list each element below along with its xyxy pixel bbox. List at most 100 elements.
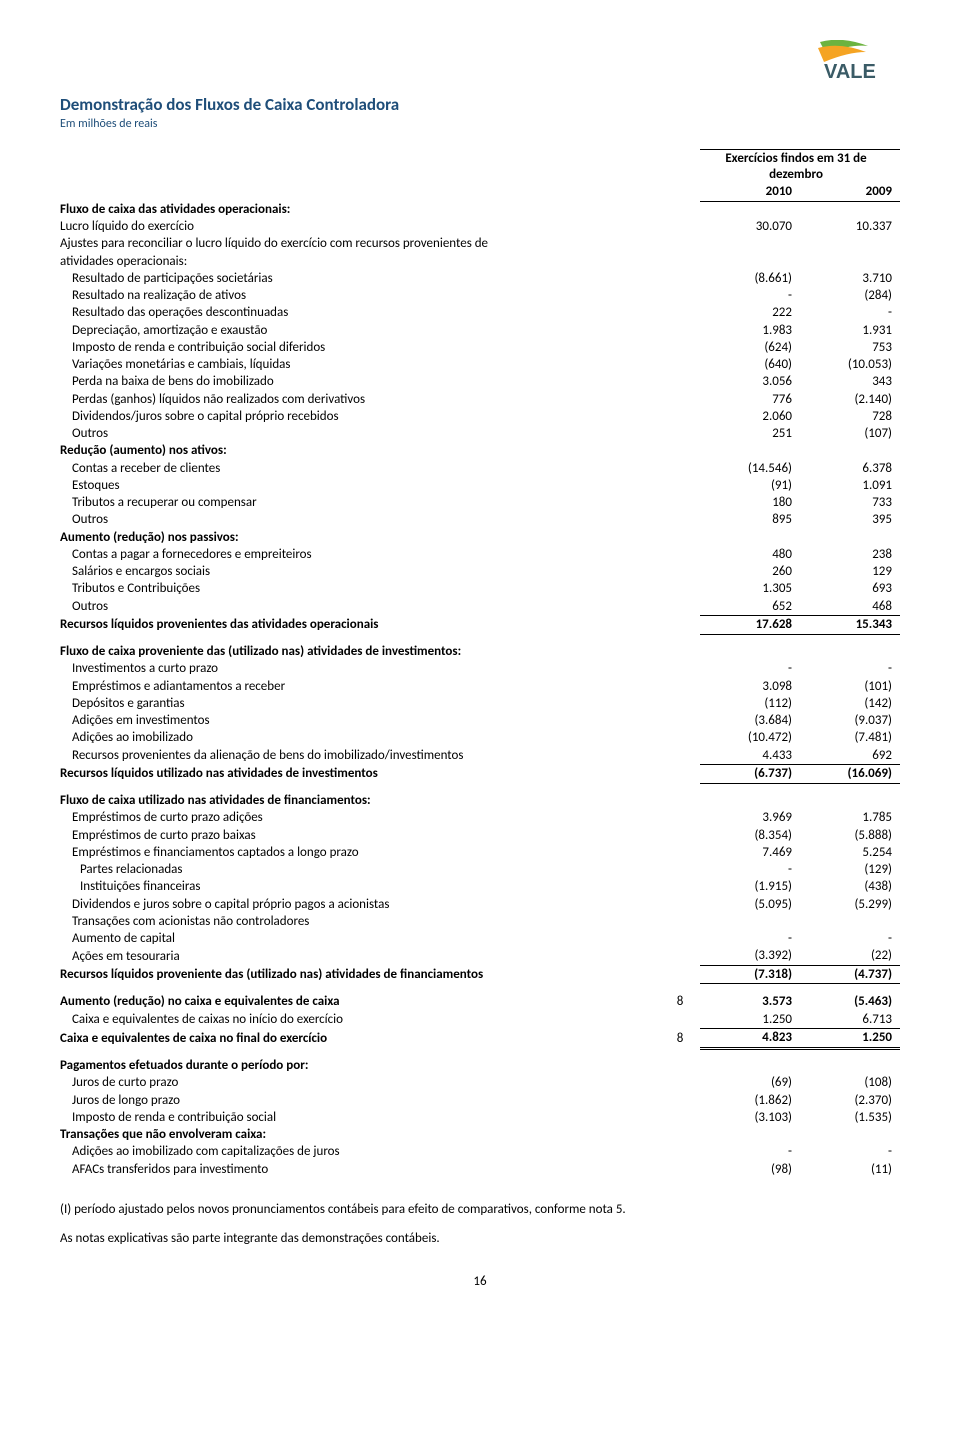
header-year-2: 2009 [800, 184, 900, 202]
row-value-2010: (5.095) [700, 896, 800, 913]
row-value-2010 [700, 1048, 800, 1075]
table-row: Depósitos e garantias(112)(142) [60, 695, 900, 712]
table-row: Resultado de participações societárias(8… [60, 270, 900, 287]
row-value-2010: (1.915) [700, 879, 800, 896]
row-label: Fluxo de caixa utilizado nas atividades … [60, 783, 660, 810]
row-note [660, 1127, 700, 1144]
page-number: 16 [60, 1274, 900, 1289]
footnotes: (I) período ajustado pelos novos pronunc… [60, 1202, 900, 1246]
row-note [660, 339, 700, 356]
row-value-2009: (284) [800, 288, 900, 305]
row-value-2009: 1.091 [800, 477, 900, 494]
row-value-2009: 238 [800, 546, 900, 563]
row-label: Fluxo de caixa proveniente das (utilizad… [60, 634, 660, 661]
table-row: Outros251(107) [60, 426, 900, 443]
row-note [660, 966, 700, 984]
row-value-2009 [800, 634, 900, 661]
row-value-2009: (142) [800, 695, 900, 712]
header-year-1: 2010 [700, 184, 800, 202]
row-label: Aumento de capital [60, 931, 660, 948]
row-value-2009: 692 [800, 747, 900, 765]
row-value-2010: (640) [700, 357, 800, 374]
row-value-2010 [700, 1127, 800, 1144]
row-note [660, 1109, 700, 1126]
row-value-2009: 753 [800, 339, 900, 356]
row-value-2009: (5.463) [800, 984, 900, 1011]
row-value-2009: (438) [800, 879, 900, 896]
row-label: Partes relacionadas [60, 862, 660, 879]
table-row: Adições ao imobilizado(10.472)(7.481) [60, 730, 900, 747]
row-label: Empréstimos e financiamentos captados a … [60, 844, 660, 861]
table-row: Resultado das operações descontinuadas22… [60, 305, 900, 322]
row-value-2009: (22) [800, 948, 900, 966]
table-row: Redução (aumento) nos ativos: [60, 443, 900, 460]
table-row: Outros652468 [60, 598, 900, 616]
row-note [660, 634, 700, 661]
row-value-2010: 30.070 [700, 219, 800, 236]
row-value-2010: (14.546) [700, 460, 800, 477]
row-value-2010: - [700, 661, 800, 678]
row-value-2009: 733 [800, 495, 900, 512]
row-note [660, 948, 700, 966]
row-note [660, 862, 700, 879]
table-row: Fluxo de caixa das atividades operaciona… [60, 201, 900, 218]
row-value-2009: 5.254 [800, 844, 900, 861]
row-value-2009 [800, 443, 900, 460]
row-note [660, 810, 700, 827]
row-value-2009 [800, 529, 900, 546]
row-value-2010 [700, 443, 800, 460]
row-value-2009: - [800, 305, 900, 322]
row-note [660, 288, 700, 305]
row-label: Empréstimos de curto prazo baixas [60, 827, 660, 844]
row-value-2009: - [800, 661, 900, 678]
row-note [660, 1144, 700, 1161]
row-note: 8 [660, 984, 700, 1011]
row-label: Resultado de participações societárias [60, 270, 660, 287]
row-label: Ajustes para reconciliar o lucro líquido… [60, 236, 660, 253]
row-value-2009: - [800, 1144, 900, 1161]
row-value-2010: 4.433 [700, 747, 800, 765]
row-label: Caixa e equivalentes de caixa no final d… [60, 1029, 660, 1048]
row-value-2010: 2.060 [700, 408, 800, 425]
row-label: Depósitos e garantias [60, 695, 660, 712]
table-row: Contas a pagar a fornecedores e empreite… [60, 546, 900, 563]
row-value-2010: (98) [700, 1161, 800, 1178]
table-row: Dividendos e juros sobre o capital própr… [60, 896, 900, 913]
row-label: Contas a receber de clientes [60, 460, 660, 477]
table-row: Empréstimos de curto prazo adições3.9691… [60, 810, 900, 827]
row-value-2010: (8.354) [700, 827, 800, 844]
row-note [660, 1161, 700, 1178]
row-value-2010: - [700, 862, 800, 879]
row-value-2010: (6.737) [700, 765, 800, 783]
row-label: Empréstimos de curto prazo adições [60, 810, 660, 827]
row-label: atividades operacionais: [60, 253, 660, 270]
row-value-2009: (9.037) [800, 713, 900, 730]
row-value-2009: (11) [800, 1161, 900, 1178]
row-value-2010: 3.098 [700, 678, 800, 695]
row-note [660, 219, 700, 236]
row-value-2010 [700, 529, 800, 546]
table-row: Aumento (redução) no caixa e equivalente… [60, 984, 900, 1011]
row-label: Estoques [60, 477, 660, 494]
row-note [660, 443, 700, 460]
row-value-2009: (5.888) [800, 827, 900, 844]
row-value-2010: (1.862) [700, 1092, 800, 1109]
row-note [660, 1075, 700, 1092]
table-row: Instituições financeiras(1.915)(438) [60, 879, 900, 896]
row-value-2009: (2.140) [800, 391, 900, 408]
page-subtitle: Em milhões de reais [60, 117, 900, 131]
row-note [660, 765, 700, 783]
table-row: Caixa e equivalentes de caixa no final d… [60, 1029, 900, 1048]
table-row: Empréstimos de curto prazo baixas (8.354)… [60, 827, 900, 844]
row-value-2010: 17.628 [700, 616, 800, 634]
row-label: Resultado das operações descontinuadas [60, 305, 660, 322]
row-note [660, 879, 700, 896]
row-value-2010: 652 [700, 598, 800, 616]
row-value-2009: (129) [800, 862, 900, 879]
table-row: Ações em tesouraria(3.392)(22) [60, 948, 900, 966]
row-label: Contas a pagar a fornecedores e empreite… [60, 546, 660, 563]
table-row: Dividendos/juros sobre o capital próprio… [60, 408, 900, 425]
footnote-2: As notas explicativas são parte integran… [60, 1231, 900, 1246]
row-note [660, 236, 700, 253]
row-value-2010: 480 [700, 546, 800, 563]
